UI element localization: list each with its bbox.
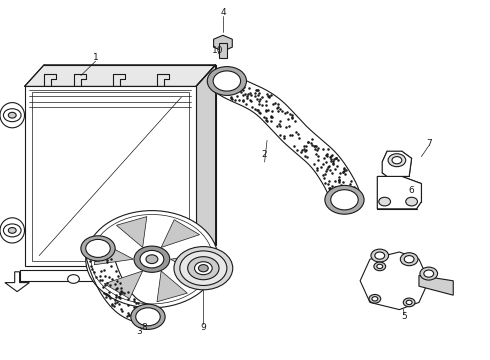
Text: 2: 2 (262, 150, 268, 159)
Circle shape (379, 197, 391, 206)
Circle shape (400, 253, 418, 266)
Circle shape (325, 185, 364, 214)
Circle shape (375, 252, 385, 259)
Circle shape (213, 71, 241, 91)
Circle shape (81, 236, 115, 261)
Ellipse shape (0, 218, 24, 243)
Polygon shape (377, 176, 421, 209)
Circle shape (131, 304, 165, 329)
Bar (32, 92, 189, 261)
Circle shape (198, 265, 208, 272)
Polygon shape (214, 35, 232, 51)
Polygon shape (382, 151, 412, 176)
Circle shape (8, 112, 16, 118)
Polygon shape (5, 272, 29, 292)
Bar (219, 43, 227, 58)
Circle shape (140, 251, 164, 268)
Text: 1: 1 (93, 53, 98, 62)
Circle shape (404, 256, 414, 263)
Text: 4: 4 (220, 8, 226, 17)
Circle shape (369, 294, 381, 303)
Circle shape (136, 308, 160, 326)
Circle shape (377, 264, 383, 269)
Text: 7: 7 (426, 139, 432, 148)
Text: 3: 3 (137, 327, 143, 336)
Polygon shape (104, 271, 143, 299)
Polygon shape (24, 65, 216, 86)
Text: 9: 9 (200, 323, 206, 332)
Polygon shape (419, 275, 453, 295)
Circle shape (424, 270, 434, 277)
Bar (24, 86, 196, 266)
Circle shape (180, 251, 227, 285)
Text: 8: 8 (142, 323, 147, 332)
Circle shape (8, 228, 16, 233)
Circle shape (86, 211, 218, 308)
Polygon shape (157, 271, 187, 302)
Circle shape (372, 297, 378, 301)
Polygon shape (360, 252, 429, 310)
Circle shape (406, 300, 412, 305)
Polygon shape (94, 241, 133, 265)
Circle shape (331, 190, 358, 210)
Polygon shape (196, 65, 216, 266)
Ellipse shape (0, 103, 24, 128)
Circle shape (392, 157, 402, 164)
Polygon shape (161, 220, 199, 247)
Circle shape (91, 215, 213, 304)
Circle shape (403, 298, 415, 307)
Text: 10: 10 (212, 46, 224, 55)
Circle shape (134, 246, 170, 272)
Circle shape (406, 197, 417, 206)
Circle shape (371, 249, 389, 262)
Circle shape (68, 275, 79, 283)
Circle shape (195, 262, 212, 275)
Polygon shape (84, 247, 161, 323)
Circle shape (86, 239, 110, 257)
Circle shape (174, 247, 233, 290)
Polygon shape (171, 253, 210, 277)
Circle shape (146, 255, 158, 264)
Polygon shape (213, 76, 361, 211)
Text: 6: 6 (409, 186, 415, 195)
Circle shape (207, 67, 246, 95)
Circle shape (3, 109, 21, 122)
Text: 5: 5 (401, 312, 407, 321)
Circle shape (374, 262, 386, 271)
Circle shape (3, 224, 21, 237)
Circle shape (420, 267, 438, 280)
Circle shape (188, 257, 219, 280)
Polygon shape (117, 217, 147, 247)
Circle shape (388, 154, 406, 167)
